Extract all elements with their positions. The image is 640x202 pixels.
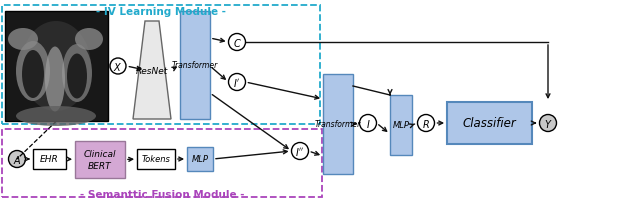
Ellipse shape xyxy=(8,29,38,51)
Text: $A$: $A$ xyxy=(13,153,21,165)
Text: Transformer: Transformer xyxy=(172,61,218,70)
Circle shape xyxy=(228,74,246,91)
Text: Classifier: Classifier xyxy=(463,117,516,130)
Bar xyxy=(137,149,175,169)
Bar xyxy=(187,147,213,171)
Ellipse shape xyxy=(16,42,50,101)
Ellipse shape xyxy=(16,106,96,126)
Text: $I'$: $I'$ xyxy=(234,77,241,88)
Text: - IV Learning Module -: - IV Learning Module - xyxy=(96,7,226,17)
Bar xyxy=(323,75,353,174)
Ellipse shape xyxy=(45,47,65,112)
Text: ResNet: ResNet xyxy=(136,66,168,75)
Text: $X$: $X$ xyxy=(113,61,123,73)
Ellipse shape xyxy=(21,22,91,112)
Circle shape xyxy=(110,59,126,75)
Ellipse shape xyxy=(75,29,103,51)
Text: MLP: MLP xyxy=(191,155,209,164)
Text: BERT: BERT xyxy=(88,161,112,170)
Text: $C$: $C$ xyxy=(232,37,241,49)
Text: EHR: EHR xyxy=(40,155,59,164)
Bar xyxy=(75,141,125,178)
Circle shape xyxy=(228,34,246,51)
Bar xyxy=(447,102,532,144)
Ellipse shape xyxy=(62,45,92,102)
Text: - Semanttic Fusion Module -: - Semanttic Fusion Module - xyxy=(80,189,244,199)
Text: $I$: $I$ xyxy=(365,117,371,129)
Ellipse shape xyxy=(22,51,44,99)
Circle shape xyxy=(291,143,308,160)
Text: $Y$: $Y$ xyxy=(544,117,552,129)
Bar xyxy=(180,12,210,119)
Bar xyxy=(2,6,320,124)
Bar xyxy=(5,12,108,121)
Circle shape xyxy=(360,115,376,132)
Circle shape xyxy=(8,151,26,168)
Circle shape xyxy=(417,115,435,132)
Text: Clinical: Clinical xyxy=(84,149,116,158)
Text: $R$: $R$ xyxy=(422,117,430,129)
Bar xyxy=(2,129,322,197)
Text: Transformer: Transformer xyxy=(315,120,361,129)
Circle shape xyxy=(540,115,557,132)
Text: MLP: MLP xyxy=(392,121,410,130)
Ellipse shape xyxy=(67,54,87,99)
Text: $I''$: $I''$ xyxy=(295,145,305,157)
Bar xyxy=(390,96,412,155)
Text: Tokens: Tokens xyxy=(141,155,170,164)
Polygon shape xyxy=(133,22,171,119)
Bar xyxy=(33,149,66,169)
